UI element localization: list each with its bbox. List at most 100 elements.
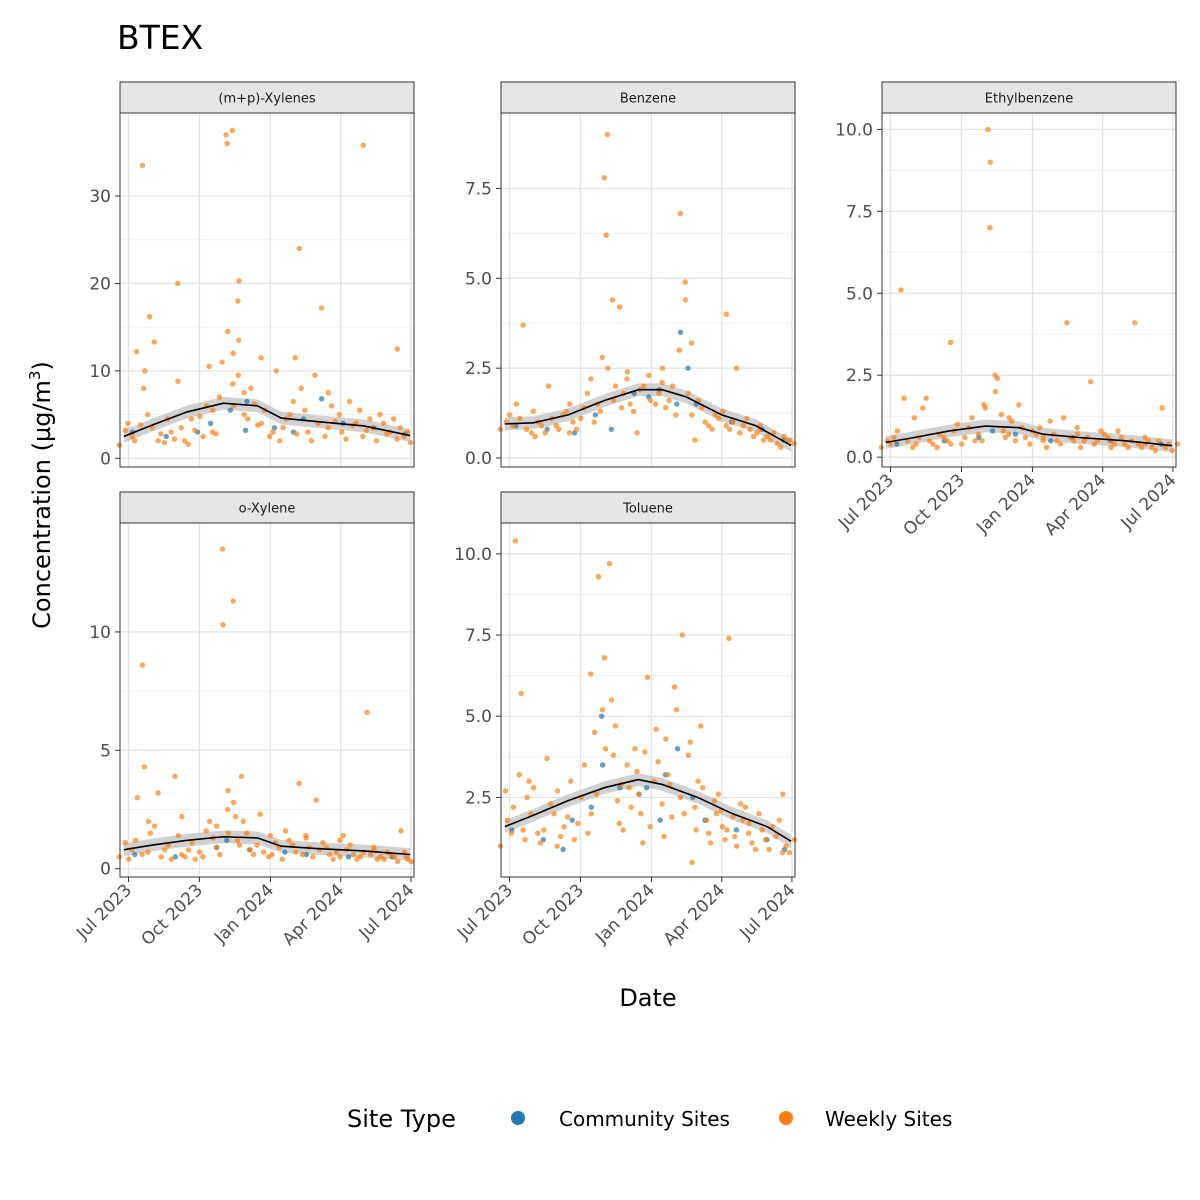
data-point bbox=[229, 127, 236, 134]
data-point bbox=[709, 426, 715, 432]
data-point bbox=[554, 843, 560, 849]
data-point bbox=[776, 817, 783, 823]
data-point bbox=[520, 827, 526, 833]
data-point bbox=[517, 415, 523, 422]
data-point bbox=[547, 801, 554, 807]
data-point bbox=[267, 832, 274, 839]
data-point bbox=[510, 804, 517, 810]
data-point bbox=[1002, 434, 1008, 441]
data-point bbox=[1152, 447, 1159, 454]
data-point bbox=[303, 851, 310, 858]
data-point bbox=[786, 849, 793, 856]
data-point bbox=[296, 245, 302, 252]
data-point bbox=[1074, 431, 1081, 437]
data-point bbox=[277, 438, 283, 444]
data-point bbox=[497, 426, 504, 432]
legend-title: Site Type bbox=[347, 1105, 456, 1133]
data-point bbox=[158, 431, 164, 437]
data-point bbox=[524, 794, 530, 801]
data-point bbox=[898, 287, 904, 293]
data-point bbox=[587, 671, 594, 677]
data-point bbox=[230, 799, 237, 806]
data-point bbox=[397, 424, 404, 431]
data-point bbox=[987, 225, 993, 231]
data-point bbox=[178, 424, 184, 431]
data-point bbox=[244, 398, 250, 405]
y-tick-label: 7.5 bbox=[465, 626, 492, 646]
data-point bbox=[553, 422, 559, 429]
data-point bbox=[336, 411, 343, 418]
data-point bbox=[1088, 379, 1094, 385]
y-tick-label: 10 bbox=[89, 362, 111, 382]
data-point bbox=[287, 411, 293, 418]
data-point bbox=[122, 839, 128, 846]
data-point bbox=[343, 436, 349, 442]
data-point bbox=[408, 858, 414, 865]
data-point bbox=[1118, 434, 1125, 441]
data-point bbox=[783, 843, 789, 849]
data-point bbox=[325, 424, 331, 431]
data-point bbox=[601, 655, 608, 661]
data-point bbox=[1139, 444, 1145, 451]
data-point bbox=[179, 813, 185, 820]
data-point bbox=[235, 298, 241, 304]
data-point bbox=[551, 810, 557, 817]
data-point bbox=[528, 430, 535, 436]
data-point bbox=[286, 837, 292, 843]
plot-area bbox=[120, 523, 414, 877]
data-point bbox=[1071, 438, 1077, 444]
data-point bbox=[139, 162, 146, 169]
data-point bbox=[624, 376, 630, 382]
data-point bbox=[242, 427, 249, 433]
data-point bbox=[601, 174, 607, 181]
data-point bbox=[762, 836, 769, 843]
y-axis-label-main: Concentration (µg/m bbox=[28, 380, 56, 629]
data-point bbox=[659, 801, 665, 807]
data-point bbox=[282, 828, 289, 834]
data-point bbox=[129, 433, 135, 440]
data-point bbox=[142, 368, 148, 374]
data-point bbox=[234, 837, 241, 843]
data-point bbox=[610, 397, 617, 404]
y-tick-label: 30 bbox=[89, 187, 111, 207]
data-point bbox=[537, 840, 544, 846]
data-point bbox=[593, 791, 600, 797]
data-point bbox=[155, 790, 161, 796]
data-point bbox=[391, 854, 398, 860]
y-tick-label: 0.0 bbox=[846, 448, 873, 468]
data-point bbox=[941, 434, 947, 441]
data-point bbox=[296, 780, 302, 787]
data-point bbox=[238, 773, 245, 780]
data-point bbox=[698, 723, 704, 729]
data-point bbox=[292, 849, 299, 855]
data-point bbox=[989, 428, 996, 434]
facet-strip bbox=[119, 491, 415, 524]
data-point bbox=[1009, 418, 1015, 424]
data-point bbox=[219, 546, 226, 552]
data-point bbox=[667, 781, 673, 788]
data-point bbox=[223, 132, 229, 138]
data-point bbox=[610, 752, 617, 758]
trend-confidence-band bbox=[504, 383, 792, 452]
data-point bbox=[620, 827, 626, 833]
data-point bbox=[688, 340, 695, 346]
data-point bbox=[207, 420, 214, 426]
data-point bbox=[530, 408, 536, 414]
data-point bbox=[520, 322, 526, 328]
data-point bbox=[523, 426, 530, 432]
y-axis-label: Concentration (µg/m3) bbox=[26, 361, 56, 629]
data-point bbox=[380, 420, 387, 426]
data-point bbox=[665, 771, 671, 778]
data-point bbox=[350, 851, 357, 858]
data-point bbox=[345, 854, 352, 860]
data-point bbox=[738, 801, 744, 807]
data-point bbox=[1159, 405, 1165, 411]
trend-confidence-band bbox=[123, 396, 411, 443]
data-point bbox=[959, 441, 965, 447]
data-point bbox=[325, 390, 332, 396]
data-point bbox=[693, 827, 699, 833]
data-point bbox=[1057, 441, 1063, 447]
data-point bbox=[161, 439, 168, 446]
y-tick-label: 10.0 bbox=[835, 120, 873, 140]
data-point bbox=[581, 762, 588, 768]
